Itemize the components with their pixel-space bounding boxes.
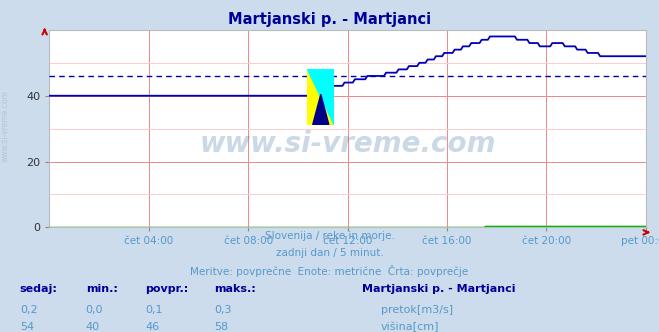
Text: Meritve: povprečne  Enote: metrične  Črta: povprečje: Meritve: povprečne Enote: metrične Črta:… [190,265,469,277]
Text: www.si-vreme.com: www.si-vreme.com [1,90,10,162]
Text: pretok[m3/s]: pretok[m3/s] [381,305,453,315]
Text: višina[cm]: višina[cm] [381,322,440,332]
Polygon shape [313,94,329,125]
Text: Slovenija / reke in morje.: Slovenija / reke in morje. [264,231,395,241]
Text: 58: 58 [214,322,228,332]
Text: 0,3: 0,3 [214,305,232,315]
Polygon shape [307,69,334,125]
Text: 40: 40 [86,322,100,332]
Text: www.si-vreme.com: www.si-vreme.com [200,130,496,158]
Text: sedaj:: sedaj: [20,284,57,294]
Text: 0,2: 0,2 [20,305,38,315]
Text: povpr.:: povpr.: [145,284,188,294]
Text: maks.:: maks.: [214,284,256,294]
Polygon shape [307,69,334,125]
Text: min.:: min.: [86,284,117,294]
Text: 54: 54 [20,322,34,332]
Text: Martjanski p. - Martjanci: Martjanski p. - Martjanci [362,284,516,294]
Text: Martjanski p. - Martjanci: Martjanski p. - Martjanci [228,12,431,27]
Text: 0,0: 0,0 [86,305,103,315]
Text: zadnji dan / 5 minut.: zadnji dan / 5 minut. [275,248,384,258]
Text: 0,1: 0,1 [145,305,163,315]
Text: 46: 46 [145,322,159,332]
